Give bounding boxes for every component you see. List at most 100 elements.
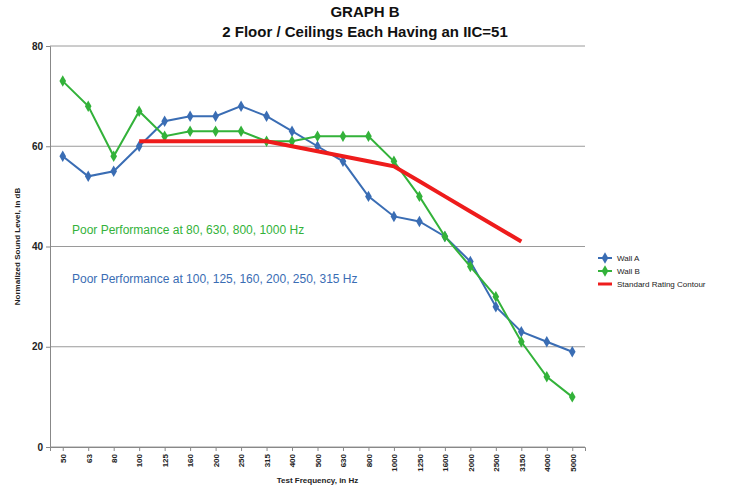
- marker: [493, 291, 500, 302]
- x-tick: 200: [212, 447, 221, 467]
- marker: [187, 110, 194, 121]
- x-tick-label: 200: [212, 453, 221, 467]
- y-tick-mark: [46, 347, 50, 348]
- grid-line: [50, 46, 585, 47]
- y-tick: 0: [37, 442, 50, 453]
- x-tick-label: 1000: [390, 453, 399, 471]
- x-tick-label: 250: [237, 453, 246, 467]
- y-axis-line: [46, 47, 51, 448]
- x-tick: 160: [186, 447, 195, 467]
- x-tick-mark: [521, 447, 522, 451]
- marker: [467, 261, 474, 272]
- marker: [416, 216, 423, 227]
- grid-line: [50, 346, 585, 347]
- x-tick: 3150: [518, 447, 527, 472]
- x-tick: 100: [135, 447, 144, 467]
- y-tick-label: 80: [32, 41, 44, 52]
- marker: [391, 211, 398, 222]
- legend-marker: [602, 265, 609, 276]
- x-tick-label: 80: [110, 453, 119, 462]
- x-tick-label: 400: [288, 453, 297, 467]
- x-tick-label: 2000: [467, 453, 476, 471]
- x-tick-label: 160: [186, 453, 195, 467]
- x-tick-label: 500: [314, 453, 323, 467]
- marker: [85, 100, 92, 111]
- y-tick: 20: [32, 341, 50, 352]
- x-tick-mark: [241, 447, 242, 451]
- x-tick-mark: [394, 447, 395, 451]
- x-tick-label: 800: [365, 453, 374, 467]
- x-axis-line: [51, 448, 586, 452]
- marker: [212, 125, 219, 136]
- marker: [59, 75, 66, 86]
- x-tick-mark: [63, 447, 64, 451]
- legend-label: Wall B: [617, 267, 640, 276]
- marker: [442, 231, 449, 242]
- marker: [110, 151, 117, 162]
- marker: [212, 110, 219, 121]
- x-tick-label: 630: [339, 453, 348, 467]
- x-tick: 4000: [543, 447, 552, 472]
- y-tick-label: 20: [32, 341, 44, 352]
- marker: [289, 125, 296, 136]
- x-tick-label: 100: [135, 453, 144, 467]
- y-tick: 80: [32, 41, 50, 52]
- x-tick: 2500: [492, 447, 501, 472]
- marker: [59, 151, 66, 162]
- marker: [263, 110, 270, 121]
- x-tick: 630: [339, 447, 348, 467]
- x-tick-mark: [139, 447, 140, 451]
- x-tick: 50: [59, 447, 68, 463]
- x-tick-label: 3150: [518, 453, 527, 471]
- x-tick-label: 5000: [569, 453, 578, 471]
- chart: GRAPH B 2 Floor / Ceilings Each Having an…: [0, 0, 730, 489]
- x-tick-mark: [343, 447, 344, 451]
- x-tick-label: 63: [85, 453, 94, 462]
- title: GRAPH B: [330, 3, 399, 20]
- marker: [161, 115, 168, 126]
- x-tick-label: 50: [59, 453, 68, 462]
- marker: [416, 191, 423, 202]
- marker: [340, 130, 347, 141]
- y-tick-mark: [46, 46, 50, 47]
- x-tick: 63: [85, 447, 94, 463]
- y-tick-label: 60: [32, 141, 44, 152]
- x-tick-mark: [216, 447, 217, 451]
- x-tick-mark: [318, 447, 319, 451]
- x-tick: 80: [110, 447, 119, 463]
- x-tick: 800: [365, 447, 374, 467]
- grid: [50, 46, 585, 447]
- legend-label: Wall A: [617, 254, 640, 263]
- x-axis-title: Test Frequency, in Hz: [277, 476, 359, 485]
- y-tick-mark: [46, 247, 50, 248]
- y-tick: 40: [32, 241, 50, 252]
- x-tick-mark: [445, 447, 446, 451]
- x-tick-label: 1250: [416, 453, 425, 471]
- x-tick: 1600: [441, 447, 450, 472]
- x-tick: 1000: [390, 447, 399, 472]
- legend: Wall AWall BStandard Rating Contour: [598, 252, 706, 289]
- y-tick-mark: [46, 447, 50, 448]
- y-axis-title: Normalized Sound Level, in dB: [13, 188, 22, 306]
- x-tick: 5000: [569, 447, 578, 472]
- marker: [85, 171, 92, 182]
- x-tick: 1250: [416, 447, 425, 472]
- y-axis: 0 20 40 60 80: [32, 41, 51, 453]
- x-tick-label: 125: [161, 453, 170, 467]
- x-tick: 125: [161, 447, 170, 467]
- marker: [569, 346, 576, 357]
- marker: [543, 336, 550, 347]
- x-tick-label: 2500: [492, 453, 501, 471]
- y-tick-label: 0: [37, 442, 43, 453]
- x-tick-mark: [267, 447, 268, 451]
- x-tick: 500: [314, 447, 323, 467]
- series-line: [63, 106, 573, 352]
- x-tick-mark: [292, 447, 293, 451]
- x-tick-mark: [470, 447, 471, 451]
- x-tick-label: 315: [263, 453, 272, 467]
- x-tick-mark: [368, 447, 369, 451]
- x-tick-mark: [496, 447, 497, 451]
- x-tick-label: 4000: [543, 453, 552, 471]
- subtitle: 2 Floor / Ceilings Each Having an IIC=51: [222, 23, 508, 40]
- x-tick-mark: [114, 447, 115, 451]
